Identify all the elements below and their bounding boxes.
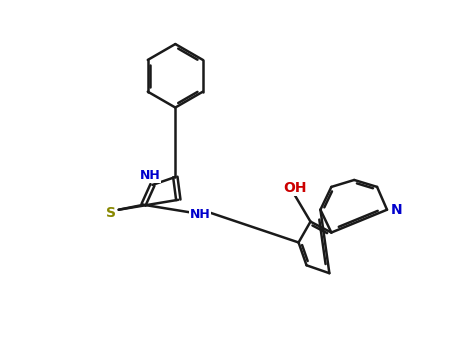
Text: NH: NH [140,169,161,182]
Text: OH: OH [283,181,306,195]
Text: NH: NH [190,208,211,221]
Text: N: N [391,203,403,217]
Text: S: S [106,206,116,220]
